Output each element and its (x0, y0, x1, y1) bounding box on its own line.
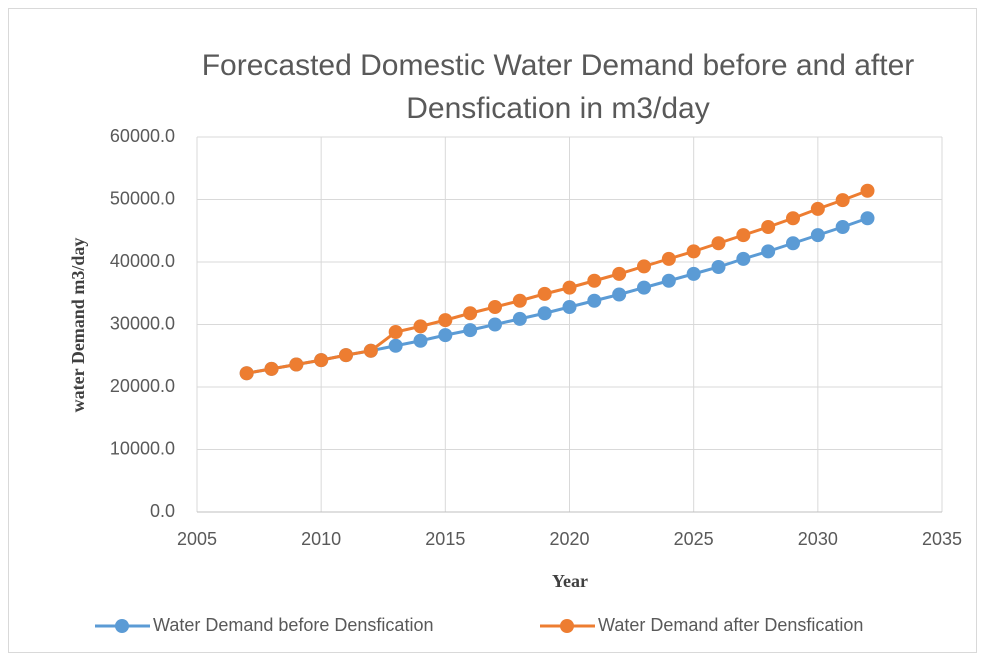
y-tick-label: 60000.0 (110, 126, 175, 146)
y-tick-label: 30000.0 (110, 313, 175, 333)
data-point (761, 244, 776, 259)
data-point (463, 323, 478, 338)
x-tick-label: 2035 (922, 529, 962, 549)
data-point (388, 338, 403, 353)
data-point (810, 228, 825, 243)
data-point (537, 306, 552, 321)
data-point (488, 317, 502, 332)
legend-label: Water Demand after Densfication (598, 615, 863, 635)
y-tick-label: 10000.0 (110, 438, 175, 458)
chart-title: Forecasted Domestic Water Demand before … (201, 49, 915, 125)
x-tick-label: 2010 (301, 529, 341, 549)
data-point (587, 293, 602, 308)
x-tick-label: 2025 (674, 529, 714, 549)
data-point (612, 287, 627, 302)
data-point (413, 333, 428, 348)
x-axis-label: Year (552, 571, 588, 591)
data-point (736, 228, 751, 243)
data-point (512, 311, 527, 326)
y-tick-label: 20000.0 (110, 376, 175, 396)
data-point (761, 220, 776, 234)
data-point (363, 343, 378, 358)
data-point (562, 300, 577, 314)
data-point (612, 266, 627, 281)
data-point (661, 251, 676, 266)
data-point (786, 211, 800, 226)
legend-label: Water Demand before Densfication (153, 615, 433, 635)
y-tick-label: 50000.0 (110, 188, 175, 208)
series-line (246, 216, 868, 375)
x-tick-label: 2020 (549, 529, 589, 549)
data-point (711, 236, 726, 251)
data-point (860, 211, 875, 226)
data-point (289, 357, 304, 372)
data-point (661, 273, 676, 288)
data-point (637, 259, 651, 274)
data-point (388, 325, 403, 339)
data-point (686, 266, 701, 281)
data-point (860, 183, 875, 198)
x-tick-label: 2030 (798, 529, 838, 549)
data-point (537, 286, 552, 301)
data-point (835, 220, 850, 234)
y-axis-label: water Demand m3/day (68, 238, 88, 413)
series-line (246, 189, 869, 375)
data-point (711, 260, 726, 274)
data-point (264, 361, 279, 376)
data-point (637, 280, 651, 295)
legend-marker (560, 619, 574, 633)
data-point (587, 273, 602, 288)
chart-border (8, 8, 977, 653)
x-tick-label: 2015 (425, 529, 465, 549)
data-point (438, 328, 453, 343)
data-point (463, 306, 478, 321)
data-point (512, 293, 527, 308)
y-tick-label: 40000.0 (110, 251, 175, 271)
data-point (810, 201, 825, 216)
data-point (835, 193, 850, 208)
data-point (488, 300, 502, 314)
data-point (736, 251, 751, 266)
data-point (438, 313, 453, 328)
data-point (786, 236, 800, 251)
data-point (562, 280, 577, 295)
x-tick-label: 2005 (177, 529, 217, 549)
data-point (413, 319, 428, 334)
data-point (239, 366, 254, 381)
data-point (314, 353, 329, 368)
legend-marker (115, 619, 129, 633)
y-tick-label: 0.0 (150, 501, 175, 521)
data-point (686, 244, 701, 259)
data-point (339, 348, 353, 363)
